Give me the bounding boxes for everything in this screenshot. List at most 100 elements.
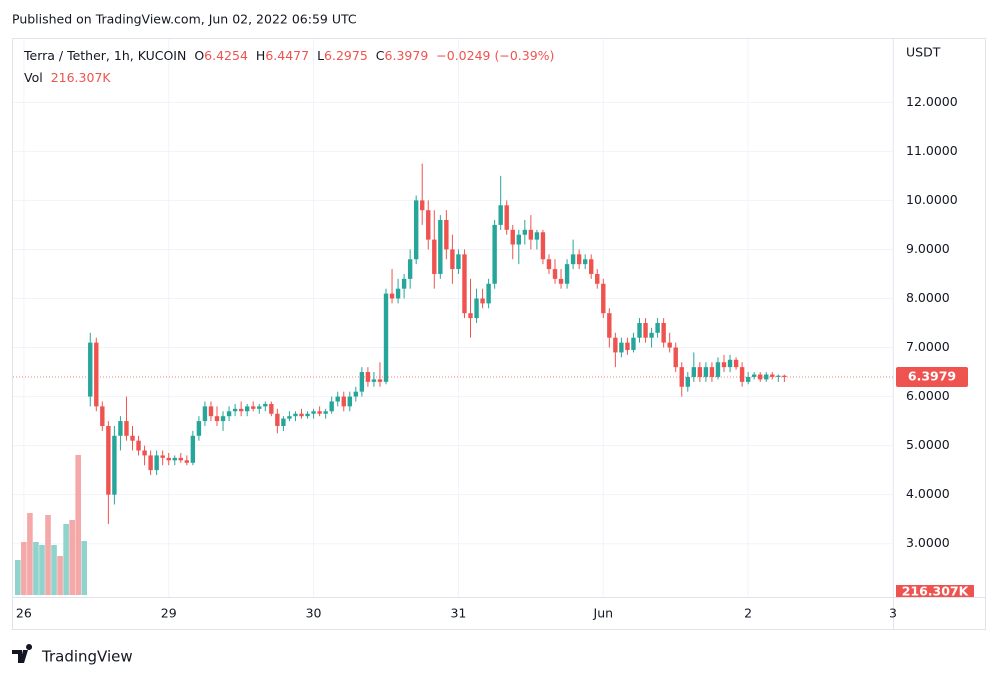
candle-body bbox=[208, 406, 214, 417]
candle-body bbox=[516, 234, 521, 245]
candle-body bbox=[130, 435, 135, 441]
candle-body bbox=[202, 406, 208, 422]
x-tick-label: 26 bbox=[16, 606, 32, 621]
candle-body bbox=[709, 367, 715, 377]
candle-body bbox=[613, 337, 618, 353]
candle-body bbox=[269, 403, 274, 414]
candle-body bbox=[480, 298, 485, 304]
symbol: Terra / Tether, 1h, KUCOIN bbox=[23, 48, 186, 63]
logo: TradingView bbox=[12, 644, 133, 666]
volume-bar bbox=[15, 560, 21, 595]
candle-body bbox=[582, 259, 588, 265]
candle-body bbox=[287, 416, 292, 419]
candle-body bbox=[462, 254, 467, 314]
candle-body bbox=[226, 411, 232, 417]
candle-body bbox=[468, 313, 473, 319]
chart-frame bbox=[12, 38, 986, 630]
candle-body bbox=[323, 411, 328, 414]
volume-legend: Vol 216.307K bbox=[24, 70, 111, 85]
volume-bar bbox=[33, 541, 39, 595]
legend-line: Terra / Tether, 1h, KUCOIN O6.4254 H6.4477… bbox=[23, 48, 554, 63]
candle-body bbox=[184, 460, 190, 463]
y-tick-label: 10.0000 bbox=[906, 192, 958, 207]
candle-body bbox=[498, 205, 503, 225]
candle-body bbox=[329, 401, 334, 412]
candle-body bbox=[347, 396, 352, 407]
candle-body bbox=[154, 455, 159, 471]
candle-body bbox=[733, 359, 739, 368]
candle-body bbox=[595, 273, 600, 284]
y-tick-label: 7.0000 bbox=[906, 339, 950, 354]
candle-body bbox=[770, 374, 775, 377]
candle-body bbox=[371, 379, 377, 382]
volume-bar bbox=[75, 454, 81, 595]
candle-body bbox=[178, 457, 183, 461]
volume-bar bbox=[69, 520, 75, 595]
volume-bar bbox=[63, 524, 69, 595]
y-tick-label: 6.0000 bbox=[906, 388, 950, 403]
candle-body bbox=[112, 435, 117, 495]
candle-body bbox=[220, 416, 226, 422]
candle-body bbox=[625, 342, 630, 350]
candle-body bbox=[589, 259, 594, 274]
candle-body bbox=[426, 210, 431, 240]
vol-label: Vol bbox=[24, 70, 43, 85]
candle-body bbox=[474, 298, 479, 319]
candle-body bbox=[486, 283, 491, 304]
volume-bar bbox=[45, 514, 51, 595]
candle-body bbox=[88, 342, 93, 397]
last-price-tag bbox=[896, 367, 968, 388]
candle-body bbox=[148, 455, 153, 471]
candle-body bbox=[438, 220, 443, 274]
vol-value: 216.307K bbox=[51, 70, 112, 85]
candle-body bbox=[420, 200, 425, 211]
candle-body bbox=[160, 455, 165, 458]
y-tick-label: 8.0000 bbox=[906, 290, 950, 305]
candle-body bbox=[492, 224, 497, 284]
c-label: C bbox=[376, 48, 385, 63]
candle-body bbox=[401, 278, 407, 289]
brand: TradingView bbox=[41, 648, 133, 666]
candle-body bbox=[697, 367, 703, 377]
candle-body bbox=[715, 362, 721, 377]
volume-bar bbox=[39, 544, 45, 595]
candle-body bbox=[510, 229, 515, 245]
volume-bar bbox=[21, 541, 27, 595]
candle-body bbox=[317, 411, 322, 414]
candle-body bbox=[359, 372, 365, 392]
candle-body bbox=[450, 249, 455, 270]
volume-bar bbox=[57, 556, 63, 595]
candle-body bbox=[691, 367, 697, 377]
high-value: 6.4477 bbox=[265, 48, 309, 63]
candle-body bbox=[413, 200, 419, 260]
candle-body bbox=[251, 406, 256, 409]
low-value: 6.2975 bbox=[324, 48, 368, 63]
candle-body bbox=[504, 205, 509, 230]
candle-body bbox=[534, 232, 540, 240]
candle-body bbox=[166, 457, 171, 461]
candle-body bbox=[214, 416, 220, 422]
logo-icon bbox=[12, 644, 33, 663]
candle-body bbox=[576, 254, 582, 265]
candle-body bbox=[299, 413, 304, 417]
x-tick-label: 31 bbox=[450, 606, 466, 621]
x-tick-label: 2 bbox=[744, 606, 752, 621]
change: −0.0249 (−0.39%) bbox=[436, 48, 554, 63]
x-tick-label: 3 bbox=[889, 606, 897, 621]
currency: USDT bbox=[906, 45, 941, 60]
candle-body bbox=[257, 406, 262, 409]
candle-body bbox=[293, 413, 298, 417]
candle-body bbox=[118, 421, 123, 436]
candle-body bbox=[703, 367, 709, 377]
candle-body bbox=[383, 293, 389, 382]
candle-body bbox=[335, 396, 340, 402]
volume-bar bbox=[81, 541, 88, 595]
candle-body bbox=[244, 406, 250, 412]
candle-body bbox=[782, 375, 787, 378]
candle-body bbox=[661, 323, 666, 343]
x-tick-label: Jun bbox=[593, 606, 614, 621]
candle-body bbox=[631, 337, 636, 350]
candle-body bbox=[607, 313, 612, 338]
